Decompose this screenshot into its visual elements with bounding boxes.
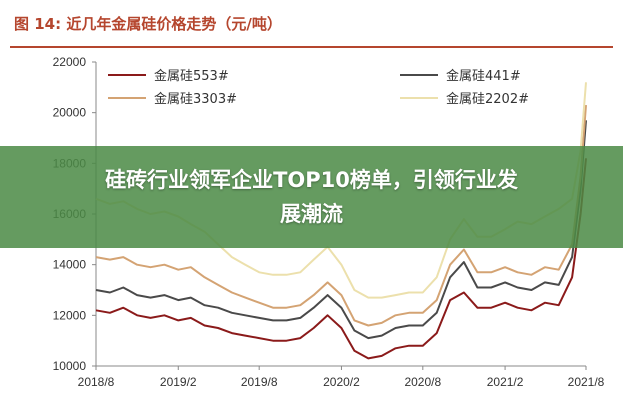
x-tick-label: 2019/2 xyxy=(160,375,197,389)
x-tick-label: 2018/8 xyxy=(78,375,115,389)
y-tick-label: 12000 xyxy=(53,308,87,322)
legend-label: 金属硅3303# xyxy=(154,91,237,107)
series-line-2 xyxy=(95,120,587,340)
x-tick-label: 2021/8 xyxy=(568,375,605,389)
legend-label: 金属硅2202# xyxy=(446,91,529,107)
x-tick-label: 2020/2 xyxy=(323,375,360,389)
series-line-1 xyxy=(95,158,587,360)
chart-legend: 金属硅553# 金属硅441# 金属硅3303# 金属硅2202# xyxy=(108,68,529,107)
y-tick-label: 22000 xyxy=(53,55,87,69)
x-tick-label: 2020/8 xyxy=(404,375,441,389)
x-tick-label: 2019/8 xyxy=(241,375,278,389)
x-tick-label: 2021/2 xyxy=(487,375,524,389)
figure-label: 图 14: xyxy=(14,15,62,33)
figure-title-text: 近几年金属硅价格走势（元/吨） xyxy=(66,15,282,33)
headline-text: 硅砖行业领军企业TOP10榜单，引领行业发展潮流 xyxy=(105,168,518,226)
headline-banner: 硅砖行业领军企业TOP10榜单，引领行业发展潮流 xyxy=(0,146,623,248)
y-tick-label: 20000 xyxy=(53,106,87,120)
y-tick-label: 10000 xyxy=(53,359,87,373)
legend-label: 金属硅553# xyxy=(154,68,229,84)
figure-title: 图 14: 近几年金属硅价格走势（元/吨） xyxy=(14,13,282,34)
y-tick-label: 14000 xyxy=(53,258,87,272)
series-line-3 xyxy=(95,105,587,327)
title-rule xyxy=(10,46,613,48)
legend-label: 金属硅441# xyxy=(446,68,521,84)
